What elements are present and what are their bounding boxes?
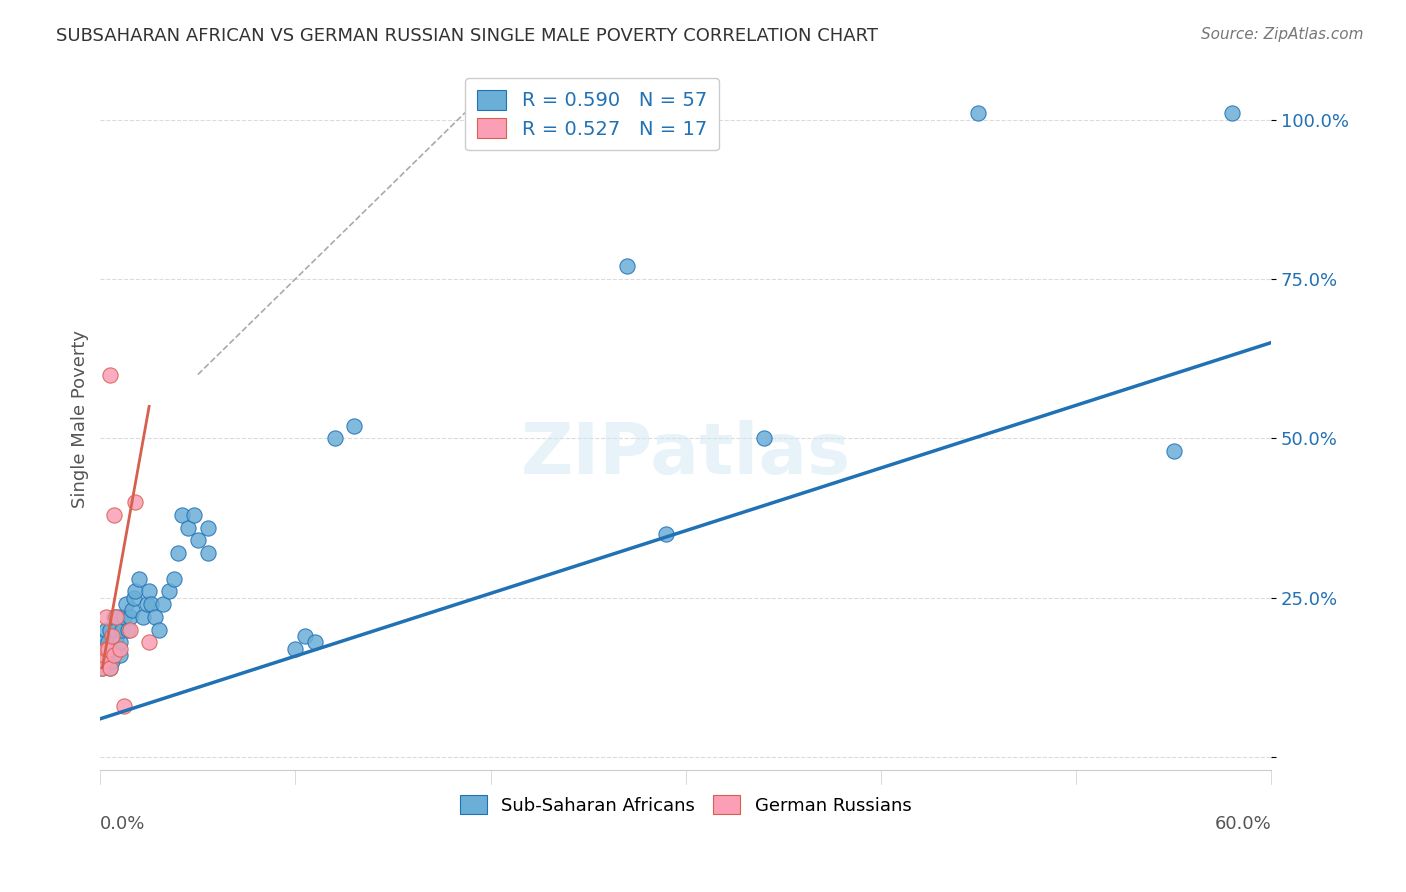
Point (112, 698, 135, 713)
Point (108, 641, 131, 656)
Point (138, 635, 160, 649)
Point (752, 431, 775, 445)
Point (152, 597, 174, 611)
Point (122, 591, 145, 605)
Point (121, 603, 143, 617)
Text: 60.0%: 60.0% (1215, 815, 1271, 833)
Point (93, 654, 115, 668)
Point (98, 661, 121, 675)
Point (91, 661, 114, 675)
Point (98, 623, 121, 637)
Point (136, 597, 159, 611)
Point (98, 641, 121, 656)
Point (111, 623, 134, 637)
Point (616, 259, 638, 273)
Point (97, 635, 120, 649)
Point (323, 431, 346, 445)
Point (98, 661, 121, 675)
Point (108, 635, 131, 649)
Point (167, 546, 190, 560)
Point (101, 648, 124, 662)
Point (104, 635, 127, 649)
Point (157, 584, 180, 599)
Point (93, 648, 115, 662)
Point (138, 584, 160, 599)
Point (148, 623, 170, 637)
Point (132, 609, 155, 624)
Point (97, 641, 120, 656)
Point (96, 609, 118, 624)
Point (103, 641, 125, 656)
Point (96, 641, 118, 656)
Point (183, 508, 205, 522)
Point (139, 597, 162, 611)
Point (197, 520, 219, 534)
Legend: Sub-Saharan Africans, German Russians: Sub-Saharan Africans, German Russians (451, 787, 921, 824)
Point (107, 609, 129, 624)
Point (97, 654, 120, 668)
Point (91, 661, 114, 675)
Point (118, 609, 141, 624)
Point (101, 629, 124, 643)
Point (93, 635, 115, 649)
Point (343, 418, 366, 433)
Point (177, 520, 200, 534)
Point (124, 495, 146, 509)
Text: Source: ZipAtlas.com: Source: ZipAtlas.com (1201, 27, 1364, 42)
Point (97, 648, 120, 662)
Point (114, 597, 136, 611)
Point (128, 572, 150, 586)
Y-axis label: Single Male Poverty: Single Male Poverty (72, 330, 89, 508)
Point (96, 641, 118, 656)
Point (98, 368, 121, 382)
Text: ZIPatlas: ZIPatlas (520, 420, 851, 489)
Point (294, 629, 316, 643)
Text: 0.0%: 0.0% (100, 815, 146, 833)
Point (967, 106, 990, 120)
Point (103, 609, 125, 624)
Text: SUBSAHARAN AFRICAN VS GERMAN RUSSIAN SINGLE MALE POVERTY CORRELATION CHART: SUBSAHARAN AFRICAN VS GERMAN RUSSIAN SIN… (56, 27, 879, 45)
Point (108, 648, 131, 662)
Point (104, 609, 127, 624)
Point (118, 623, 141, 637)
Point (104, 623, 127, 637)
Point (163, 572, 186, 586)
Point (96, 623, 118, 637)
Point (284, 641, 307, 656)
Point (124, 584, 146, 599)
Point (1163, 444, 1185, 458)
Point (101, 654, 124, 668)
Point (96, 654, 118, 668)
Point (112, 609, 135, 624)
Point (103, 648, 125, 662)
Point (655, 527, 678, 541)
Point (1220, 106, 1243, 120)
Point (172, 508, 194, 522)
Point (143, 609, 166, 624)
Point (103, 508, 125, 522)
Point (197, 546, 219, 560)
Point (117, 623, 139, 637)
Point (187, 533, 209, 548)
Point (93, 648, 115, 662)
Point (304, 635, 326, 649)
